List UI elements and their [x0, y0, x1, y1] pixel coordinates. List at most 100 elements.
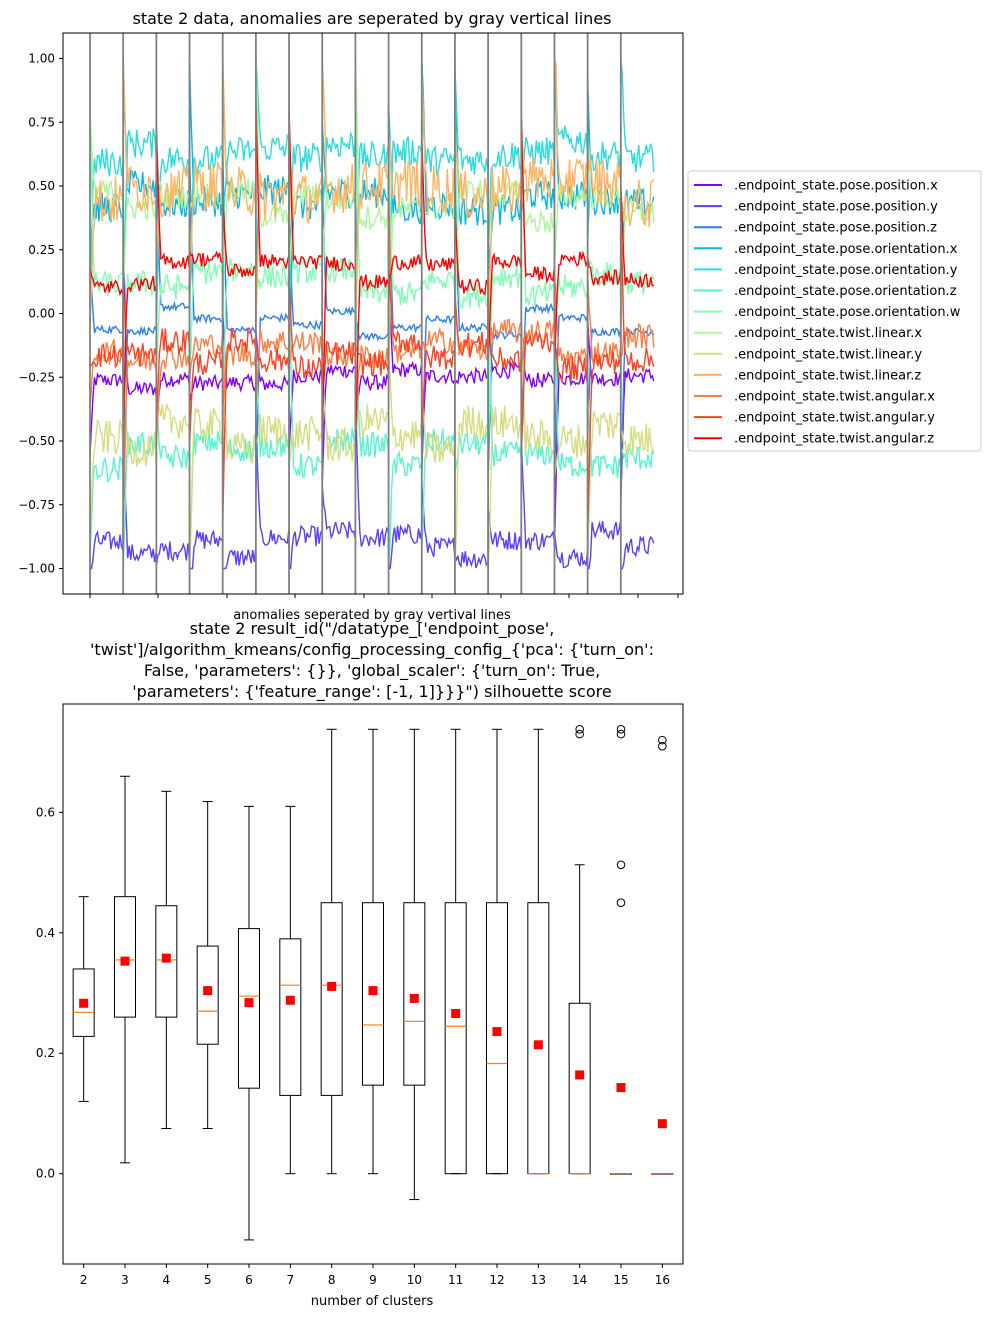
- bottom-x-tick-label: 11: [448, 1273, 463, 1287]
- box: [72, 968, 95, 1037]
- boxplot-15: [610, 724, 632, 1175]
- bottom-x-tick-label: 3: [121, 1273, 129, 1287]
- legend-frame: [687, 170, 982, 452]
- bottom-y-tick-label: 0.2: [36, 1046, 55, 1060]
- mean-marker: [409, 993, 419, 1003]
- bottom-x-tick-label: 14: [572, 1273, 587, 1287]
- mean-marker: [533, 1040, 543, 1050]
- bottom-chart-title-line: 'parameters': {'feature_range': [-1, 1]}…: [132, 682, 611, 702]
- boxplot-chart: state 2 result_id("/datatype_['endpoint_…: [36, 619, 684, 1309]
- top-y-tick-label: 0.25: [28, 243, 55, 257]
- series-line: [89, 58, 655, 377]
- bottom-x-tick-label: 8: [328, 1273, 336, 1287]
- series-line: [89, 58, 655, 378]
- top-y-tick-label: −0.75: [18, 498, 55, 512]
- top-y-tick-label: 1.00: [28, 52, 55, 66]
- top-y-tick-label: −1.00: [18, 562, 55, 576]
- mean-marker: [244, 998, 254, 1008]
- flier: [616, 898, 626, 908]
- box: [320, 902, 343, 1096]
- bottom-x-tick-label: 6: [245, 1273, 253, 1287]
- top-y-tick-label: 0.00: [28, 307, 55, 321]
- bottom-chart-title-line: state 2 result_id("/datatype_['endpoint_…: [190, 619, 555, 639]
- series-line: [89, 58, 655, 349]
- boxplot-11: [444, 728, 467, 1175]
- series-line: [89, 221, 655, 536]
- mean-marker: [203, 986, 213, 996]
- boxplot-13: [527, 728, 550, 1175]
- box: [403, 902, 426, 1086]
- boxplot-4: [155, 790, 178, 1130]
- series-line: [89, 309, 655, 569]
- flier: [575, 729, 584, 739]
- boxplot-16: [651, 735, 674, 1175]
- bottom-x-tick-label: 12: [489, 1273, 504, 1287]
- bottom-x-tick-label: 2: [80, 1273, 88, 1287]
- bottom-x-tick-label: 16: [655, 1273, 670, 1287]
- series-line: [89, 102, 655, 465]
- bottom-chart-title-line: 'twist']/algorithm_kmeans/config_process…: [90, 640, 654, 660]
- legend-label: .endpoint_state.pose.position.z: [734, 221, 937, 236]
- box: [155, 905, 178, 1018]
- bottom-x-axis-label: number of clusters: [311, 1294, 434, 1309]
- legend-label: .endpoint_state.twist.angular.y: [734, 411, 935, 426]
- box: [196, 945, 219, 1045]
- legend-label: .endpoint_state.pose.orientation.w: [734, 305, 961, 320]
- time-series-chart: state 2 data, anomalies are seperated by…: [18, 9, 684, 623]
- top-y-axis: −1.00 −0.75 −0.50 −0.25 0.00 0.25 0.50 0.75 1.00: [18, 52, 63, 576]
- bottom-y-tick-label: 0.0: [36, 1167, 55, 1181]
- top-y-tick-label: −0.50: [18, 434, 55, 448]
- legend-label: .endpoint_state.pose.position.y: [734, 200, 938, 215]
- box: [114, 896, 136, 1018]
- top-chart-title: state 2 data, anomalies are seperated by…: [132, 9, 611, 28]
- boxplot-2: [72, 896, 95, 1102]
- box: [444, 902, 467, 1175]
- boxplot-10: [403, 728, 426, 1201]
- legend-label: .endpoint_state.twist.angular.x: [734, 390, 935, 405]
- mean-marker: [451, 1009, 461, 1019]
- legend-label: .endpoint_state.twist.linear.z: [734, 368, 921, 383]
- flier: [616, 860, 626, 870]
- boxplot-8: [320, 728, 343, 1175]
- boxplot-7: [279, 805, 302, 1175]
- boxplot-9: [362, 728, 384, 1175]
- bottom-x-tick-label: 15: [613, 1273, 628, 1287]
- time-series-lines: [89, 58, 655, 570]
- flier: [658, 741, 667, 751]
- series-line: [89, 148, 655, 502]
- bottom-chart-title-line: False, 'parameters': {}}, 'global_scaler…: [144, 661, 600, 681]
- bottom-x-tick-label: 10: [407, 1273, 422, 1287]
- mean-marker: [285, 995, 295, 1005]
- top-y-tick-label: −0.25: [18, 370, 55, 384]
- bottom-x-tick-label: 7: [287, 1273, 295, 1287]
- mean-marker: [79, 998, 89, 1008]
- mean-marker: [575, 1070, 585, 1080]
- bottom-x-tick-label: 4: [163, 1273, 171, 1287]
- bottom-x-tick-label: 5: [204, 1273, 212, 1287]
- top-y-tick-label: 0.50: [28, 179, 55, 193]
- boxplot-5: [196, 801, 219, 1130]
- legend-label: .endpoint_state.pose.orientation.z: [734, 284, 957, 299]
- flier: [658, 735, 667, 745]
- box: [238, 928, 260, 1089]
- legend: .endpoint_state.pose.position.x .endpoint…: [687, 170, 982, 452]
- mean-marker: [368, 986, 378, 996]
- boxplots: [72, 724, 674, 1241]
- flier: [616, 724, 626, 734]
- series-line: [90, 390, 655, 570]
- mean-marker: [161, 953, 171, 963]
- series-line: [89, 277, 655, 569]
- bottom-x-axis: 2 3 4 5 6 7 8 9 10 11 12 13 14 15 16: [80, 1264, 670, 1287]
- flier: [616, 729, 626, 739]
- top-x-axis-label: anomalies seperated by gray vertival lin…: [233, 608, 511, 623]
- mean-marker: [616, 1083, 626, 1093]
- legend-label: .endpoint_state.twist.linear.y: [734, 347, 922, 362]
- boxplot-3: [114, 775, 136, 1164]
- anomaly-separator-lines: [89, 33, 622, 594]
- mean-marker: [492, 1027, 502, 1037]
- top-y-tick-label: 0.75: [28, 115, 55, 129]
- bottom-y-tick-label: 0.6: [36, 805, 55, 819]
- bottom-x-tick-label: 13: [531, 1273, 546, 1287]
- legend-label: .endpoint_state.pose.orientation.y: [734, 263, 958, 278]
- bottom-chart-title: state 2 result_id("/datatype_['endpoint_…: [90, 619, 654, 702]
